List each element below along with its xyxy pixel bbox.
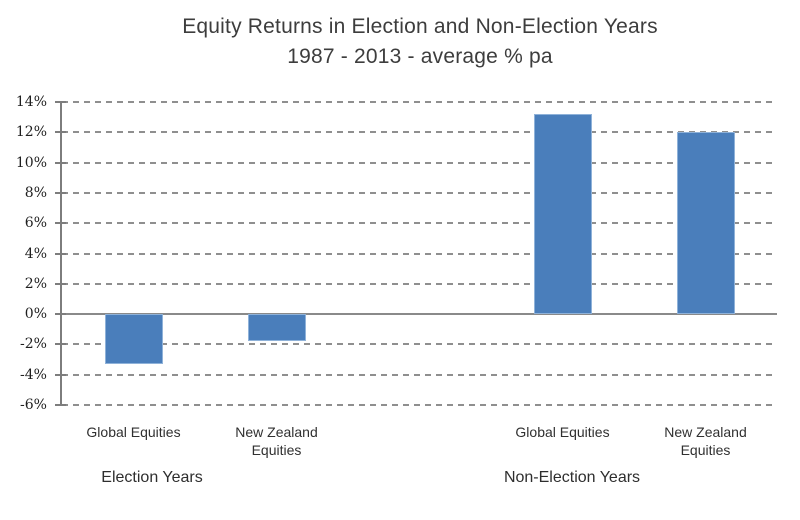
bar-non-election-years-new-zealand-equities [676, 132, 735, 315]
x-axis-category-label-non-election-years-new-zealand-equities: New Zealand Equities [664, 424, 747, 458]
x-axis-category-label-election-years-new-zealand-equities: New Zealand Equities [235, 424, 318, 458]
chart-subtitle: 1987 - 2013 - average % pa [287, 45, 553, 68]
y-tick-label--4: -4% [20, 366, 47, 383]
gridline-12 [62, 131, 777, 134]
gridline-4 [62, 252, 777, 255]
gridline-2 [62, 282, 777, 285]
chart-title-block: Equity Returns in Election and Non-Elect… [40, 12, 800, 72]
y-tick-12 [55, 131, 66, 134]
y-tick-2 [55, 282, 66, 285]
gridline-8 [62, 191, 777, 194]
y-tick-6 [55, 222, 66, 225]
y-tick-label-0: 0% [24, 306, 47, 323]
y-tick-0 [55, 313, 66, 316]
gridline-6 [62, 222, 777, 225]
chart-title: Equity Returns in Election and Non-Elect… [182, 15, 658, 38]
y-tick-14 [55, 101, 66, 103]
zero-gridline [62, 313, 777, 316]
y-tick-label-14: 14% [15, 94, 47, 110]
y-tick-8 [55, 191, 66, 194]
x-axis-category-label-election-years-global-equities: Global Equities [86, 424, 181, 440]
bar-election-years-new-zealand-equities [247, 314, 306, 342]
y-tick--4 [55, 373, 66, 376]
gridline-10 [62, 161, 777, 164]
gridline--4 [62, 373, 777, 376]
y-tick--6 [55, 404, 66, 406]
x-axis-category-label-non-election-years-global-equities: Global Equities [515, 424, 610, 440]
y-tick-label--2: -2% [20, 336, 47, 353]
x-axis-group-label-election-years: Election Years [101, 469, 203, 486]
y-tick-label-12: 12% [15, 124, 47, 141]
y-tick-label-10: 10% [15, 154, 47, 171]
gridline--2 [62, 343, 777, 346]
bar-non-election-years-global-equities [533, 114, 592, 315]
y-tick-10 [55, 161, 66, 164]
y-tick-label-6: 6% [24, 215, 47, 232]
gridline--6 [62, 404, 777, 406]
gridline-14 [62, 101, 777, 103]
bar-election-years-global-equities [104, 314, 163, 365]
plot-area: 14% 12% 10% 8% 6% 4% 2% 0% -2% -4% -6% Global Equit… [16, 94, 777, 458]
x-axis-group-label-non-election-years: Non-Election Years [503, 469, 641, 486]
y-tick-label-2: 2% [24, 275, 47, 292]
y-tick-label-8: 8% [24, 184, 47, 201]
y-tick-4 [55, 252, 66, 255]
y-tick-label-4: 4% [24, 245, 47, 262]
y-tick-label--6: -6% [20, 397, 47, 413]
y-tick--2 [55, 343, 66, 346]
